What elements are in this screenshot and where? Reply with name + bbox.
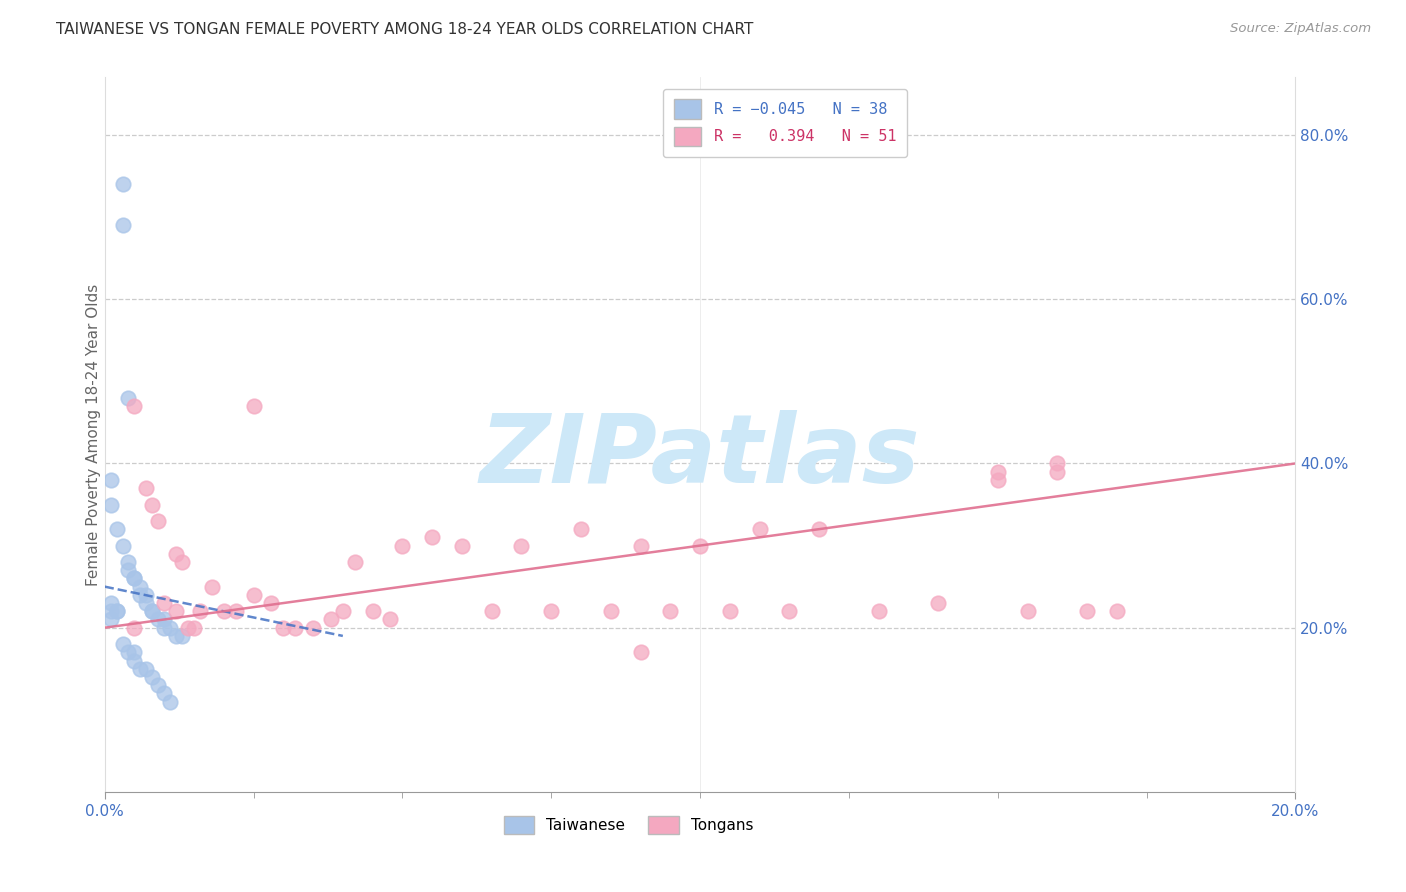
Point xyxy=(1017,604,1039,618)
Point xyxy=(153,686,176,700)
Point xyxy=(481,604,503,618)
Point xyxy=(124,654,146,668)
Point xyxy=(987,473,1010,487)
Point xyxy=(420,530,443,544)
Legend: Taiwanese, Tongans: Taiwanese, Tongans xyxy=(503,815,754,834)
Point xyxy=(302,621,325,635)
Point xyxy=(242,399,264,413)
Point xyxy=(117,555,139,569)
Point xyxy=(212,604,235,618)
Point xyxy=(170,555,193,569)
Point xyxy=(141,670,163,684)
Point xyxy=(124,399,146,413)
Point xyxy=(111,178,134,192)
Point xyxy=(451,539,474,553)
Point xyxy=(177,621,200,635)
Point xyxy=(343,555,366,569)
Point xyxy=(100,473,122,487)
Point xyxy=(1046,465,1069,479)
Point xyxy=(148,678,170,692)
Point xyxy=(808,522,831,536)
Point xyxy=(124,645,146,659)
Point xyxy=(105,604,128,618)
Point xyxy=(159,695,181,709)
Point xyxy=(135,662,157,676)
Point xyxy=(718,604,741,618)
Point xyxy=(510,539,533,553)
Point xyxy=(659,604,682,618)
Point xyxy=(242,588,264,602)
Point xyxy=(100,604,122,618)
Point xyxy=(332,604,354,618)
Point xyxy=(111,219,134,233)
Point xyxy=(100,596,122,610)
Point xyxy=(129,580,152,594)
Point xyxy=(868,604,890,618)
Point xyxy=(153,621,176,635)
Point xyxy=(599,604,621,618)
Point xyxy=(1105,604,1128,618)
Point xyxy=(284,621,307,635)
Point xyxy=(630,645,652,659)
Point xyxy=(117,391,139,405)
Point xyxy=(201,580,224,594)
Point xyxy=(117,563,139,577)
Point xyxy=(391,539,413,553)
Point xyxy=(319,612,342,626)
Point xyxy=(100,612,122,626)
Point xyxy=(188,604,211,618)
Text: TAIWANESE VS TONGAN FEMALE POVERTY AMONG 18-24 YEAR OLDS CORRELATION CHART: TAIWANESE VS TONGAN FEMALE POVERTY AMONG… xyxy=(56,22,754,37)
Point xyxy=(165,604,187,618)
Point xyxy=(748,522,770,536)
Point xyxy=(1046,457,1069,471)
Point xyxy=(225,604,247,618)
Point xyxy=(380,612,402,626)
Point xyxy=(165,629,187,643)
Point xyxy=(141,498,163,512)
Point xyxy=(165,547,187,561)
Point xyxy=(117,645,139,659)
Y-axis label: Female Poverty Among 18-24 Year Olds: Female Poverty Among 18-24 Year Olds xyxy=(86,284,101,586)
Point xyxy=(630,539,652,553)
Point xyxy=(141,604,163,618)
Point xyxy=(183,621,205,635)
Point xyxy=(111,637,134,651)
Point xyxy=(141,604,163,618)
Point xyxy=(135,588,157,602)
Point xyxy=(100,498,122,512)
Point xyxy=(159,621,181,635)
Point xyxy=(271,621,294,635)
Point xyxy=(129,588,152,602)
Point xyxy=(1076,604,1098,618)
Point xyxy=(778,604,800,618)
Point xyxy=(260,596,283,610)
Point xyxy=(135,596,157,610)
Point xyxy=(148,612,170,626)
Point xyxy=(124,571,146,585)
Point xyxy=(170,629,193,643)
Point xyxy=(927,596,949,610)
Point xyxy=(361,604,384,618)
Point xyxy=(105,522,128,536)
Point xyxy=(105,604,128,618)
Point xyxy=(153,612,176,626)
Point xyxy=(124,621,146,635)
Point xyxy=(569,522,592,536)
Point xyxy=(111,539,134,553)
Point xyxy=(153,596,176,610)
Point xyxy=(148,514,170,528)
Point xyxy=(689,539,711,553)
Point xyxy=(124,571,146,585)
Text: Source: ZipAtlas.com: Source: ZipAtlas.com xyxy=(1230,22,1371,36)
Point xyxy=(540,604,562,618)
Point xyxy=(129,662,152,676)
Text: ZIPatlas: ZIPatlas xyxy=(479,409,921,502)
Point xyxy=(987,465,1010,479)
Point xyxy=(135,481,157,495)
